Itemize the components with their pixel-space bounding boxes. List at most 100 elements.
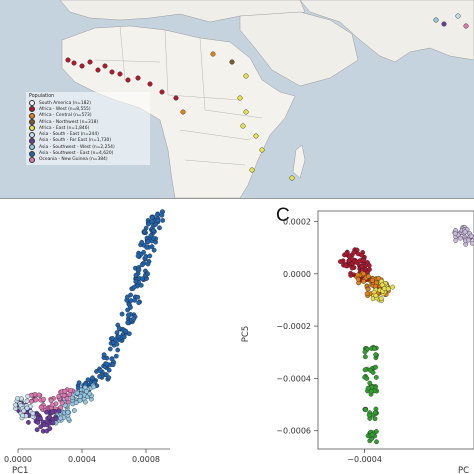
pca-b-point (131, 316, 137, 322)
pca-b-point (28, 399, 34, 404)
pca-b-point (114, 330, 120, 335)
pca-b-x-tick-label: 0.0004 (68, 455, 96, 464)
legend-swatch (29, 150, 35, 157)
pca-c-point (351, 249, 357, 255)
pca-b-point (65, 409, 71, 415)
pca-b-point (128, 298, 134, 303)
legend-item: Asia - South - East (n=244) (29, 131, 147, 138)
legend-rows: South America (n=182) Africa - West (n=8,… (29, 100, 147, 163)
legend-label: Asia - South - Far East (n=1,730) (39, 138, 112, 144)
pca-c-point (359, 252, 364, 258)
pca-b-point (135, 294, 141, 300)
pca-c-point (378, 296, 384, 301)
pca-b-point (84, 389, 89, 394)
pca-b-point (148, 233, 154, 238)
pca-c-y-tick-label: −0.0006 (276, 427, 311, 436)
pca-b-point (128, 305, 133, 310)
pca-b-point (73, 400, 79, 405)
map-panel: Population South America (n=182) Africa -… (0, 0, 474, 199)
legend-item: South America (n=182) (29, 100, 147, 107)
legend-swatch (29, 156, 35, 163)
pca-c-point (366, 273, 371, 279)
pca-b-point (110, 362, 116, 368)
pca-c-y-tick-label: 0.0000 (283, 270, 311, 279)
pca-b-point (133, 279, 139, 284)
pca-b-point (25, 393, 31, 399)
pca-b-point (44, 409, 49, 415)
landmass-europe (59, 0, 306, 23)
pca-c-x-tick-label: −0.0004 (347, 455, 382, 464)
pca-c-plot-frame (317, 210, 474, 450)
pca-b-x-tick-label: 0.0008 (132, 455, 160, 464)
pca-b-point (126, 312, 131, 318)
pca-b-point (30, 411, 36, 416)
legend-title: Population (29, 94, 55, 99)
pca-c-points (338, 225, 474, 445)
pca-b-point (97, 374, 102, 379)
pca-c-point (374, 429, 379, 434)
pca-b-point (119, 311, 125, 317)
pca-b-point (91, 384, 97, 390)
pca-c-point (372, 346, 377, 351)
pca-b-point (139, 262, 145, 268)
pca-c-point (363, 407, 368, 413)
pca-b-point (145, 271, 151, 277)
pca-b-point (136, 300, 142, 306)
pca-b-point (155, 218, 161, 223)
landmass-madagascar (292, 144, 306, 179)
legend-swatch (29, 100, 35, 107)
pca-b-point (41, 396, 46, 402)
pca-b-point (24, 398, 30, 404)
panel-c-pca-plot: C 0.0002 0.0000 −0.0002 −0.0004 −0.0006 −0.0… (236, 199, 474, 474)
pca-b-point (83, 399, 88, 405)
landmass-arabia (239, 11, 359, 87)
pca-c-point (355, 272, 361, 278)
pca-b-point (50, 420, 56, 426)
pca-b-point (20, 413, 25, 418)
legend-item: Africa - Northwest (n=318) (29, 119, 147, 126)
pca-b-point (126, 331, 132, 337)
pca-b-point (78, 393, 83, 399)
pca-b-point (67, 392, 73, 397)
pca-c-point (365, 286, 371, 292)
legend-label: Africa - Central (n=573) (39, 113, 92, 119)
pca-b-point (59, 400, 65, 406)
country-borders (94, 25, 263, 166)
pca-c-point (370, 370, 376, 375)
pca-b-point (145, 239, 151, 244)
pca-b-point (26, 420, 31, 425)
pca-c-point (390, 284, 395, 290)
pca-c-point (347, 254, 352, 259)
pca-c-point (366, 412, 372, 418)
pca-c-point (364, 376, 370, 381)
pca-b-point (146, 221, 151, 227)
legend-item: Asia - Southwest - West (n=2,254) (29, 144, 147, 151)
pca-scatter-c: 0.0002 0.0000 −0.0002 −0.0004 −0.0006 −0.000… (241, 210, 474, 474)
pca-c-point (452, 231, 458, 236)
pca-c-point (462, 229, 468, 235)
pca-b-point (48, 398, 54, 403)
pca-b-point (34, 427, 40, 433)
pca-b-point (90, 375, 95, 381)
pca-b-point (149, 215, 155, 221)
pca-c-point (373, 375, 379, 380)
pca-b-point (71, 408, 77, 413)
pca-c-point (362, 349, 368, 355)
pca-c-y-tick-label: −0.0002 (276, 322, 311, 331)
pca-c-point (372, 416, 378, 422)
legend-label: Asia - Southwest - West (n=2,254) (39, 144, 115, 150)
pca-c-point (362, 367, 368, 373)
legend-label: South America (n=182) (39, 100, 91, 106)
pca-b-point (147, 253, 153, 259)
legend-label: Oceania - New Guinea (n=384) (39, 157, 108, 163)
legend-item: Africa - West (n=8,555) (29, 106, 147, 113)
pca-c-point (363, 354, 368, 360)
landmass-asia (299, 0, 474, 63)
pca-b-point (106, 375, 112, 381)
panel-b-pca-plot: 0.0000 0.0004 0.0008 PC1 (0, 199, 230, 474)
pca-b-point (62, 388, 68, 394)
pca-b-point (107, 346, 113, 352)
legend-item: Oceania - New Guinea (n=384) (29, 156, 147, 163)
pca-b-point (144, 245, 150, 250)
pca-c-y-tick-label: 0.0002 (283, 217, 311, 226)
